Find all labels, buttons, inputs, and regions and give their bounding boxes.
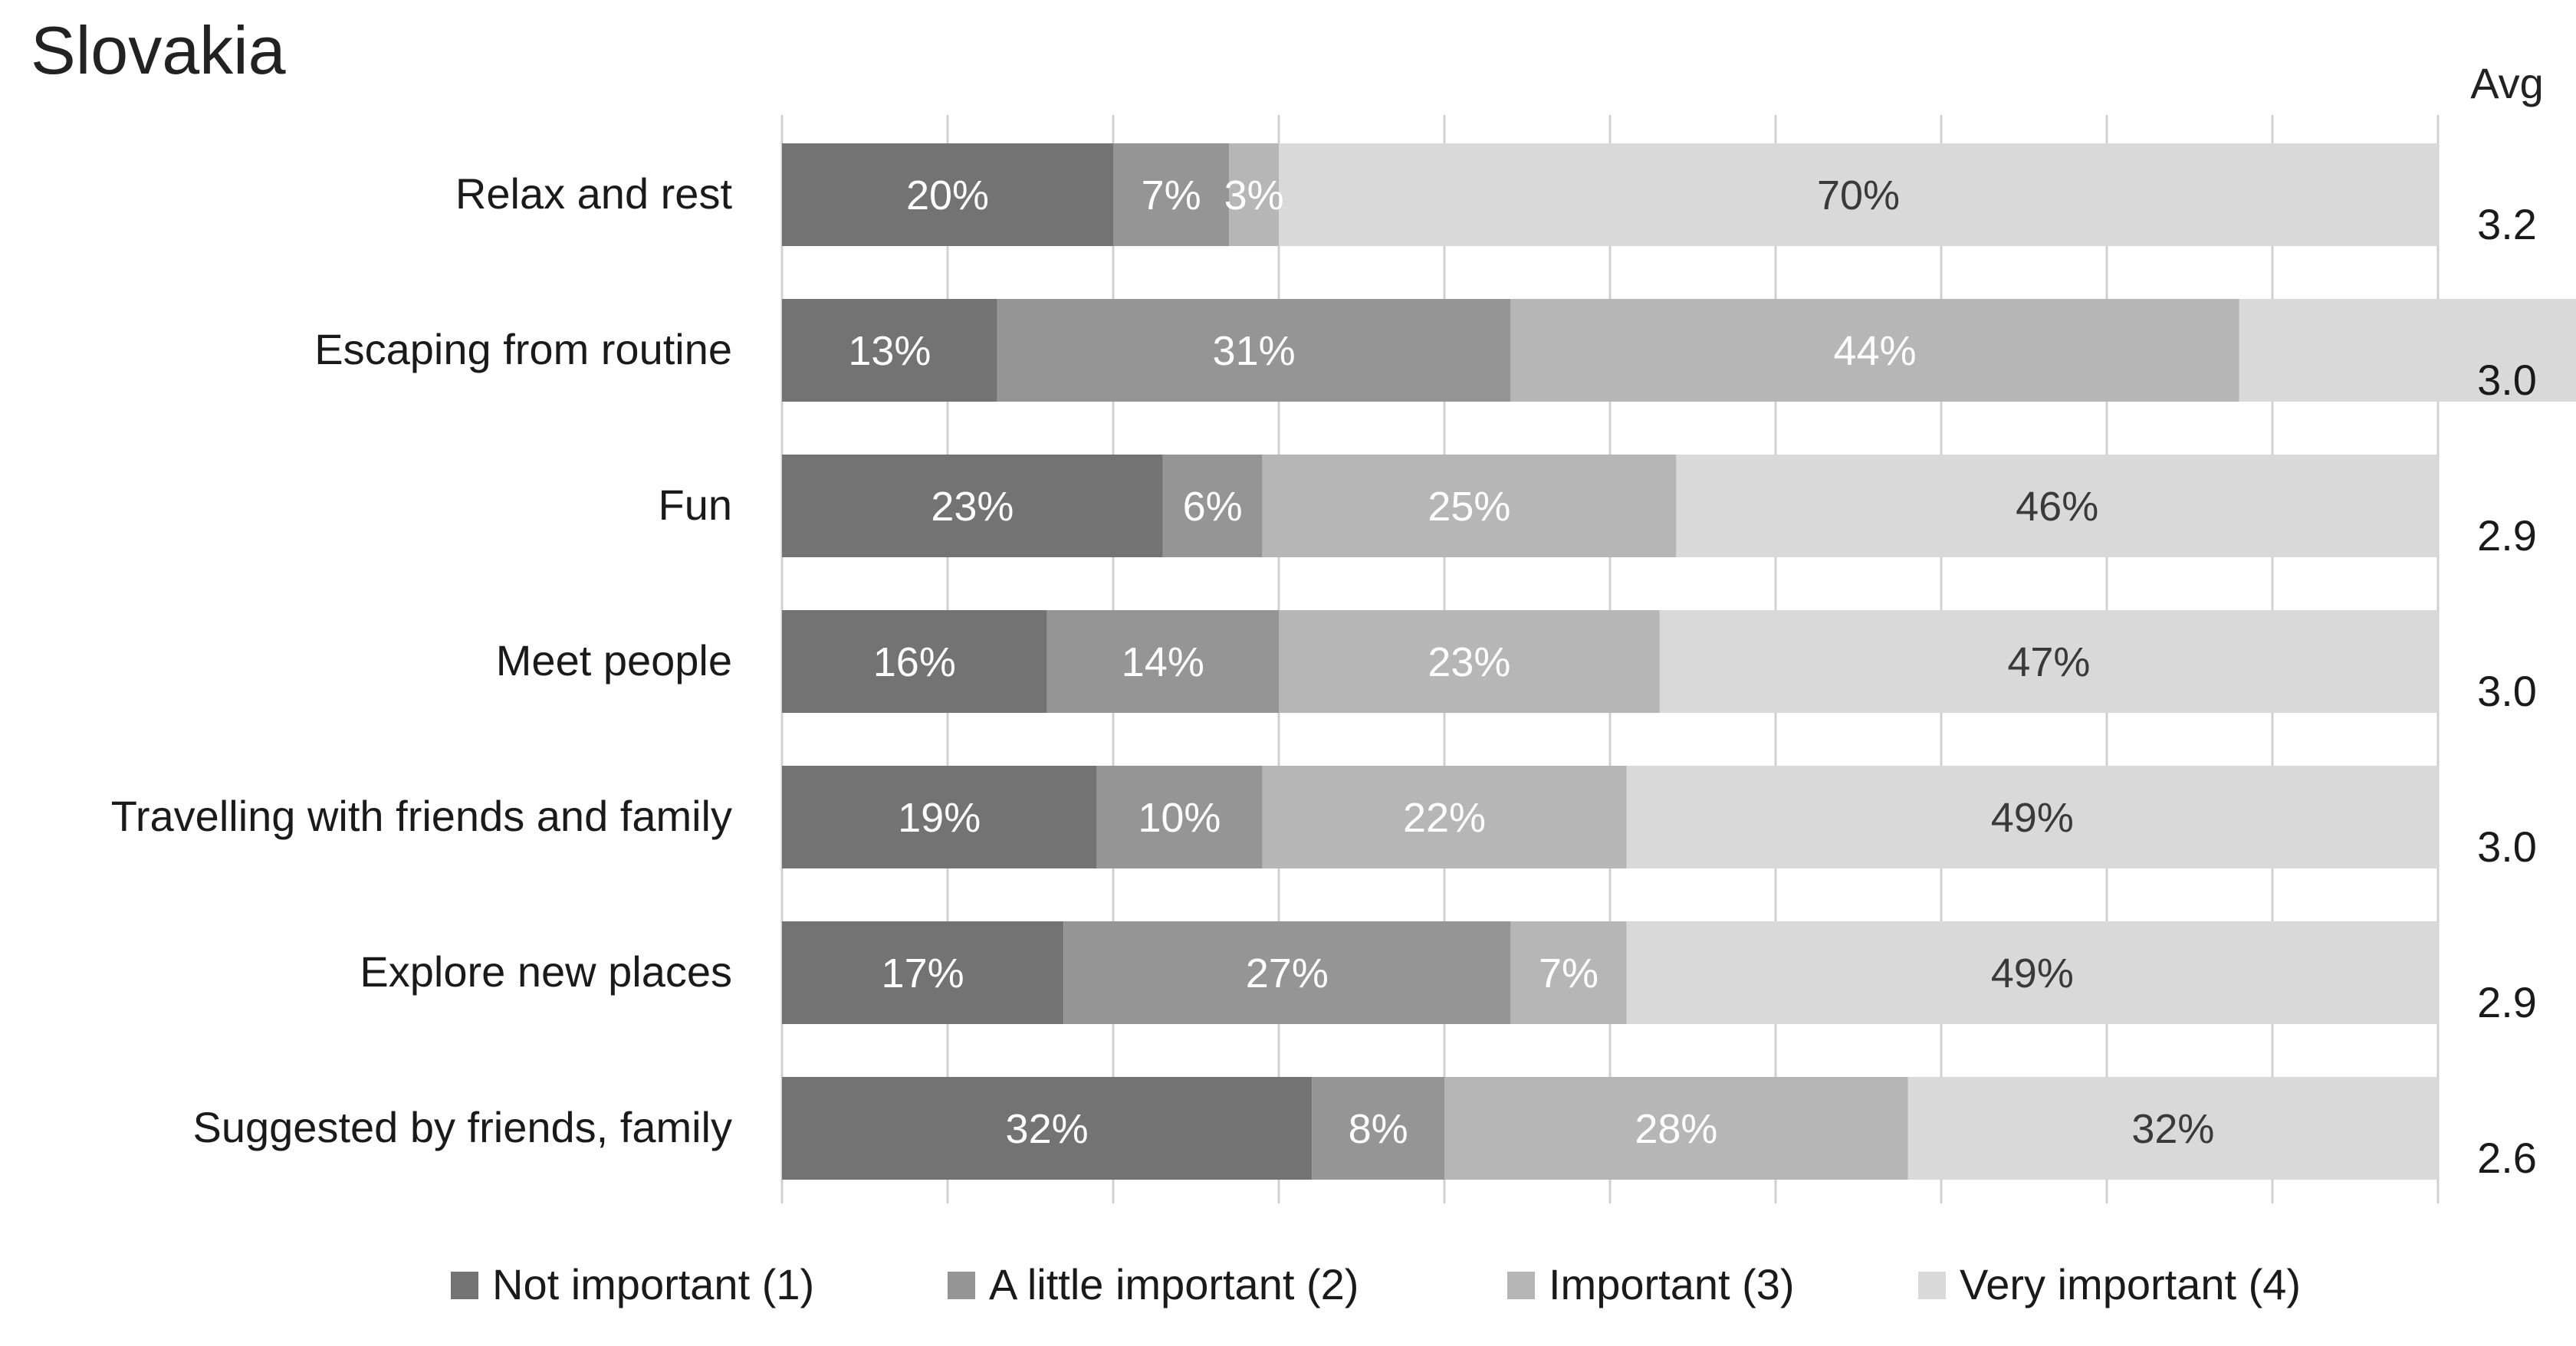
data-label: 6% <box>1183 484 1243 530</box>
data-label: 32% <box>1006 1106 1089 1152</box>
data-label: 49% <box>1991 795 2074 841</box>
data-label: 16% <box>873 639 956 685</box>
data-label: 20% <box>906 172 989 218</box>
average-value: 3.0 <box>2477 667 2537 715</box>
data-label: 23% <box>931 484 1014 530</box>
average-value: 2.9 <box>2477 511 2537 560</box>
data-label: 14% <box>1122 639 1204 685</box>
data-label: 70% <box>1817 172 1900 218</box>
bar-segment <box>2239 299 2576 402</box>
bar-segment <box>782 299 997 402</box>
category-label: Suggested by friends, family <box>193 1103 732 1151</box>
legend-swatch <box>1918 1272 1946 1299</box>
bar-segment <box>1162 455 1263 557</box>
legend: Not important (1) A little important (2) I… <box>451 1260 2301 1308</box>
category-label: Escaping from routine <box>314 325 732 373</box>
bar-segment <box>1262 455 1677 557</box>
bar-segment <box>1096 766 1263 868</box>
chart-title: Slovakia <box>31 12 286 88</box>
bar-segment <box>1046 610 1279 713</box>
data-label: 46% <box>2016 484 2098 530</box>
average-value: 3.0 <box>2477 356 2537 404</box>
bar-segment <box>782 455 1163 557</box>
legend-label: Very important (4) <box>1960 1260 2301 1308</box>
data-label: 22% <box>1403 795 1486 841</box>
average-value: 3.0 <box>2477 822 2537 871</box>
bar-segment <box>1626 921 2438 1024</box>
data-label: 7% <box>1539 950 1598 996</box>
bar-segment <box>1444 1077 1908 1180</box>
bar-segment <box>1229 143 1279 246</box>
average-value: 3.2 <box>2477 200 2537 248</box>
legend-swatch <box>1507 1272 1535 1299</box>
category-label: Relax and rest <box>455 169 733 218</box>
data-label: 10% <box>1138 795 1221 841</box>
bar-segment <box>1279 610 1660 713</box>
legend-label: Not important (1) <box>492 1260 814 1308</box>
category-label: Meet people <box>496 636 732 684</box>
bar-segment <box>782 610 1047 713</box>
data-label: 44% <box>1834 328 1917 374</box>
bar-segment <box>1063 921 1511 1024</box>
average-value: 2.6 <box>2477 1134 2537 1182</box>
bar-segment <box>782 1077 1313 1180</box>
bar-segment <box>1113 143 1230 246</box>
bar-segment <box>1907 1077 2438 1180</box>
bar-segment <box>1659 610 2438 713</box>
category-label: Explore new places <box>360 947 732 996</box>
data-label: 8% <box>1349 1106 1408 1152</box>
data-label: 27% <box>1246 950 1329 996</box>
data-label: 3% <box>1224 172 1284 218</box>
data-label: 31% <box>1213 328 1296 374</box>
legend-label: A little important (2) <box>989 1260 1359 1308</box>
category-label: Fun <box>659 481 733 529</box>
data-label: 7% <box>1142 172 1201 218</box>
segment-labels: 20%7%3%70%13%31%44%52%23%6%25%46%16%14%2… <box>848 172 2214 1152</box>
bar-segments <box>782 143 2576 1180</box>
bar-segment <box>1510 299 2239 402</box>
bar-segment <box>782 143 1113 246</box>
data-label: 19% <box>898 795 981 841</box>
data-label: 49% <box>1991 950 2074 996</box>
bar-segment <box>997 299 1511 402</box>
bar-segment <box>1312 1077 1444 1180</box>
bar-segment <box>1510 921 1627 1024</box>
average-values: 3.2 3.0 2.9 3.0 3.0 2.9 2.6 <box>2477 200 2537 1182</box>
average-value: 2.9 <box>2477 978 2537 1026</box>
bar-segment <box>1676 455 2438 557</box>
bar-segment <box>1262 766 1627 868</box>
data-label: 23% <box>1428 639 1510 685</box>
legend-label: Important (3) <box>1549 1260 1795 1308</box>
data-label: 28% <box>1635 1106 1717 1152</box>
bar-segment <box>1279 143 2438 246</box>
legend-swatch <box>451 1272 478 1299</box>
data-label: 25% <box>1428 484 1510 530</box>
category-label: Travelling with friends and family <box>111 792 732 840</box>
data-label: 17% <box>882 950 964 996</box>
data-label: 47% <box>2007 639 2090 685</box>
avg-header: Avg <box>2470 59 2543 107</box>
legend-swatch <box>948 1272 975 1299</box>
bar-segment <box>1626 766 2438 868</box>
bar-segment <box>782 766 1097 868</box>
data-label: 32% <box>2131 1106 2214 1152</box>
category-labels: Relax and rest Escaping from routine Fun Me… <box>111 169 733 1151</box>
bar-segment <box>782 921 1064 1024</box>
data-label: 13% <box>848 328 931 374</box>
